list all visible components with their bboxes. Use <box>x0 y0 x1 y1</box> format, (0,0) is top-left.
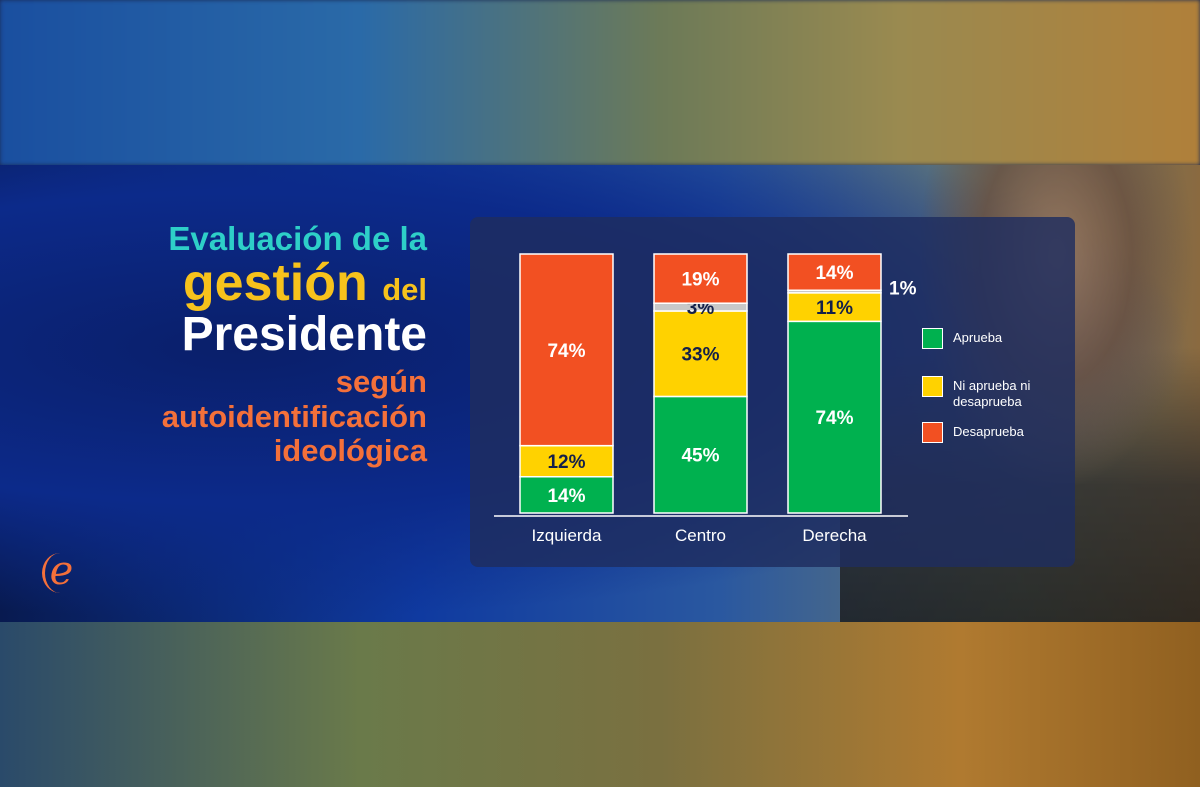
data-label: 14% <box>547 486 585 507</box>
title-line-3: Presidente <box>181 308 427 361</box>
title-del: del <box>382 272 427 307</box>
title-gestion: gestión <box>182 254 368 312</box>
data-label: 74% <box>815 408 853 429</box>
title-line-6: ideológica <box>273 433 427 469</box>
bar-segment <box>519 475 614 514</box>
legend-swatch <box>922 328 943 349</box>
bar-segment <box>653 395 748 514</box>
legend-label: Ni aprueba ni desaprueba <box>953 378 1031 409</box>
legend-label: Aprueba <box>953 330 1003 345</box>
legend-label: Desaprueba <box>953 424 1024 439</box>
legend-item: Aprueba <box>922 328 1002 349</box>
x-tick-label: Izquierda <box>532 526 602 545</box>
data-label: 1% <box>889 278 917 299</box>
x-tick-label: Derecha <box>802 526 867 545</box>
bar-segment <box>787 320 882 514</box>
bar-segment <box>519 253 614 447</box>
bar-segment <box>653 253 748 304</box>
x-tick-label: Centro <box>675 526 726 545</box>
title-line-4: según <box>335 364 427 399</box>
data-label: 33% <box>681 345 719 366</box>
title-line-2: gestión del <box>162 257 427 309</box>
bar-segment <box>519 444 614 478</box>
legend-item: Desaprueba <box>922 422 1024 443</box>
data-label: 45% <box>681 446 719 467</box>
data-label: 12% <box>547 452 585 473</box>
bar-segment <box>653 310 748 398</box>
brand-logo-icon: e <box>42 551 78 593</box>
background-bottom <box>0 622 1200 787</box>
title-line-5: autoidentificación <box>161 398 427 434</box>
bar-segment <box>787 253 882 292</box>
data-label: 74% <box>547 341 585 362</box>
background-top <box>0 0 1200 165</box>
title-line-1: Evaluación de la <box>168 220 427 257</box>
data-label: 14% <box>815 263 853 284</box>
data-label: 11% <box>816 298 853 319</box>
legend-swatch <box>922 422 943 443</box>
legend-swatch <box>922 376 943 397</box>
data-label: 19% <box>681 270 719 291</box>
legend-item: Ni aprueba ni desaprueba <box>922 376 1063 410</box>
chart-title: Evaluación de la gestión del Presidente … <box>162 222 427 469</box>
